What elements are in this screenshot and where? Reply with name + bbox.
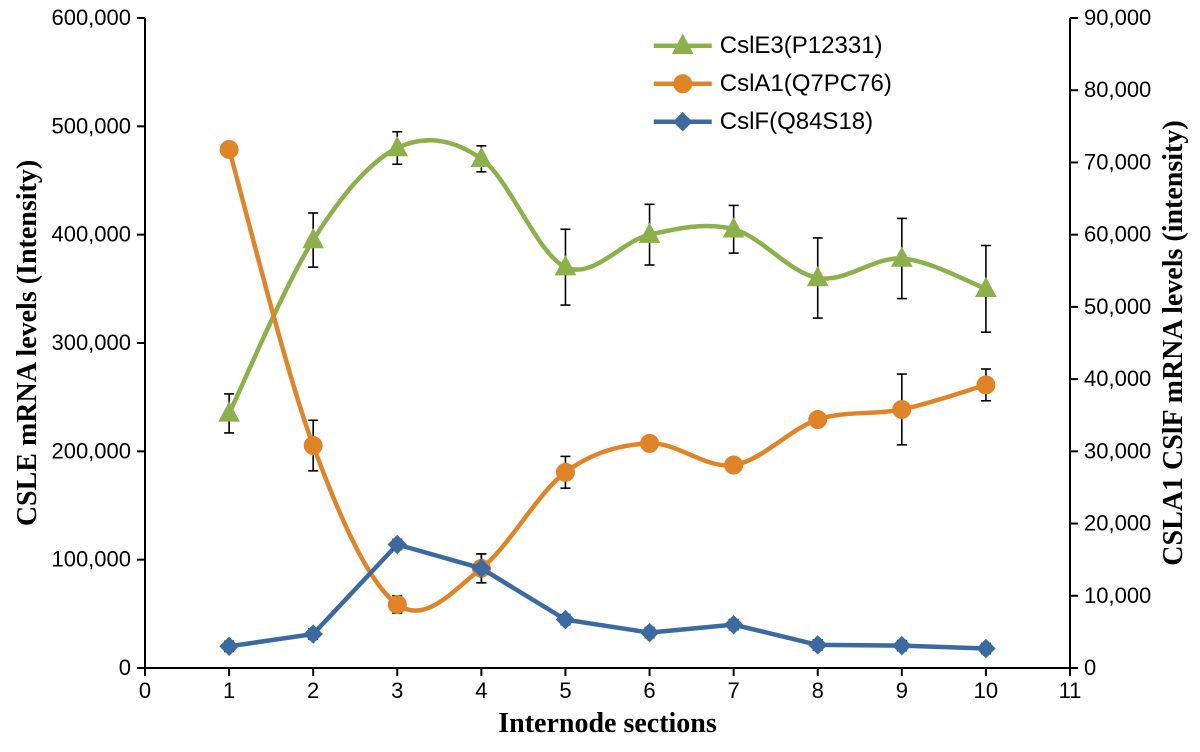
yright-tick-label: 80,000 [1084, 77, 1151, 102]
x-tick-label: 4 [475, 678, 487, 703]
yright-tick-label: 20,000 [1084, 511, 1151, 536]
x-tick-label: 10 [974, 678, 998, 703]
yleft-tick-label: 500,000 [51, 113, 131, 138]
yleft-tick-label: 300,000 [51, 330, 131, 355]
x-tick-label: 2 [307, 678, 319, 703]
chart-svg: 0 100,000 200,000 300,000 400,000 500,000 600,… [0, 0, 1200, 752]
x-tick-label: 11 [1059, 678, 1082, 703]
x-tick-label: 7 [728, 678, 740, 703]
x-axis-label: Internode sections [498, 708, 717, 739]
yright-tick-label: 50,000 [1084, 294, 1151, 319]
yright-tick-label: 10,000 [1084, 583, 1151, 608]
legend-label-cslf: CslF(Q84S18) [720, 108, 873, 135]
x-tick-label: 8 [812, 678, 824, 703]
chart-container: 0 100,000 200,000 300,000 400,000 500,000 600,… [0, 0, 1200, 752]
yright-tick-label: 30,000 [1084, 438, 1151, 463]
yright-tick-label: 60,000 [1084, 222, 1151, 247]
yleft-tick-label: 100,000 [51, 547, 131, 572]
legend-label-csla1: CslA1(Q7PC76) [720, 70, 892, 97]
x-tick-label: 5 [559, 678, 571, 703]
yright-tick-label: 90,000 [1084, 5, 1151, 30]
x-tick-label: 0 [139, 678, 151, 703]
yleft-tick-label: 0 [119, 655, 131, 680]
y-left-axis-label: CSLE mRNA levels (Intensity) [12, 160, 43, 526]
yright-tick-label: 40,000 [1084, 366, 1151, 391]
legend-label-csle3: CslE3(P12331) [720, 32, 883, 59]
yright-tick-label: 0 [1084, 655, 1096, 680]
yleft-tick-label: 200,000 [51, 438, 131, 463]
legend: CslE3(P12331) CslA1(Q7PC76) CslF(Q84S18) [654, 32, 892, 135]
x-tick-label: 9 [896, 678, 908, 703]
x-tick-label: 1 [223, 678, 235, 703]
plot-bg [0, 0, 1200, 752]
x-tick-label: 6 [643, 678, 655, 703]
yleft-tick-label: 400,000 [51, 222, 131, 247]
x-tick-label: 3 [391, 678, 403, 703]
yleft-tick-label: 600,000 [51, 5, 131, 30]
y-right-axis-label: CSLA1 CSlF mRNA levels (intensity) [1158, 120, 1189, 565]
yright-tick-label: 70,000 [1084, 149, 1151, 174]
